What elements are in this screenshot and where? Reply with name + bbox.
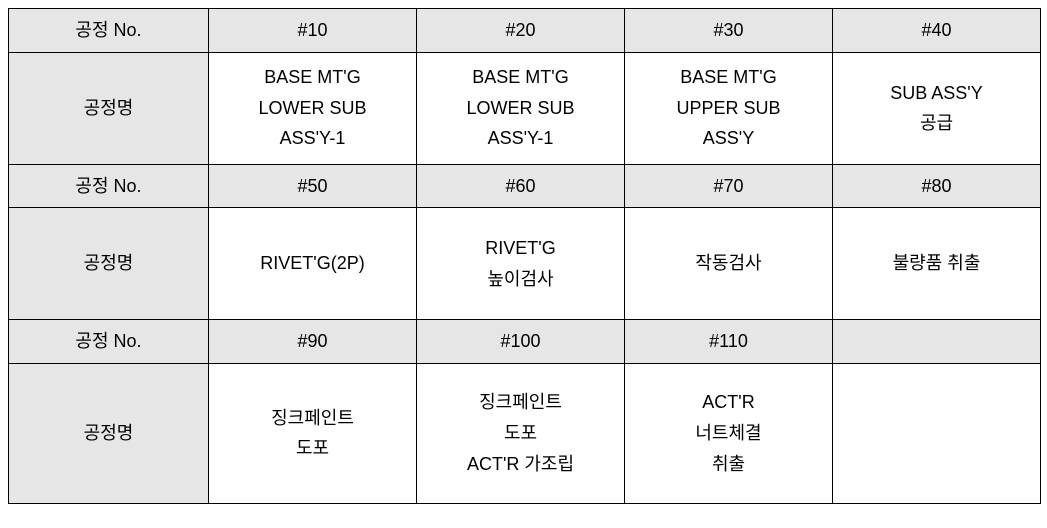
process-name-cell: 작동검사 xyxy=(625,208,833,320)
process-name-cell: RIVET'G 높이검사 xyxy=(417,208,625,320)
row-label: 공정 No. xyxy=(9,320,209,364)
process-no-cell: #50 xyxy=(209,164,417,208)
process-name-cell: 징크페인트 도포 ACT'R 가조립 xyxy=(417,363,625,503)
process-name-cell: BASE MT'G LOWER SUB ASS'Y-1 xyxy=(417,52,625,164)
process-name-cell: ACT'R 너트체결 취출 xyxy=(625,363,833,503)
process-name-cell: BASE MT'G UPPER SUB ASS'Y xyxy=(625,52,833,164)
process-name-cell: 징크페인트 도포 xyxy=(209,363,417,503)
row-label: 공정명 xyxy=(9,363,209,503)
row-label: 공정 No. xyxy=(9,164,209,208)
process-name-cell: 불량품 취출 xyxy=(833,208,1041,320)
process-no-cell: #110 xyxy=(625,320,833,364)
row-label: 공정명 xyxy=(9,52,209,164)
process-no-cell: #40 xyxy=(833,9,1041,53)
process-name-cell: RIVET'G(2P) xyxy=(209,208,417,320)
table-row: 공정명 RIVET'G(2P) RIVET'G 높이검사 작동검사 불량품 취출 xyxy=(9,208,1041,320)
table-row: 공정 No. #50 #60 #70 #80 xyxy=(9,164,1041,208)
process-no-cell xyxy=(833,320,1041,364)
process-no-cell: #100 xyxy=(417,320,625,364)
row-label: 공정 No. xyxy=(9,9,209,53)
process-no-cell: #20 xyxy=(417,9,625,53)
process-no-cell: #30 xyxy=(625,9,833,53)
table-row: 공정 No. #90 #100 #110 xyxy=(9,320,1041,364)
row-label: 공정명 xyxy=(9,208,209,320)
process-name-cell xyxy=(833,363,1041,503)
process-no-cell: #90 xyxy=(209,320,417,364)
table-row: 공정명 BASE MT'G LOWER SUB ASS'Y-1 BASE MT'… xyxy=(9,52,1041,164)
process-name-cell: SUB ASS'Y 공급 xyxy=(833,52,1041,164)
table-row: 공정명 징크페인트 도포 징크페인트 도포 ACT'R 가조립 ACT'R 너트… xyxy=(9,363,1041,503)
process-no-cell: #70 xyxy=(625,164,833,208)
process-no-cell: #60 xyxy=(417,164,625,208)
process-table: 공정 No. #10 #20 #30 #40 공정명 BASE MT'G LOW… xyxy=(8,8,1041,504)
process-no-cell: #10 xyxy=(209,9,417,53)
table-row: 공정 No. #10 #20 #30 #40 xyxy=(9,9,1041,53)
process-no-cell: #80 xyxy=(833,164,1041,208)
process-name-cell: BASE MT'G LOWER SUB ASS'Y-1 xyxy=(209,52,417,164)
